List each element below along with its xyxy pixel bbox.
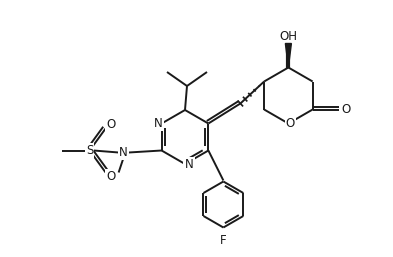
Text: S: S	[86, 144, 93, 157]
Text: OH: OH	[279, 30, 298, 43]
Text: N: N	[185, 159, 193, 171]
Text: O: O	[106, 118, 115, 131]
Text: N: N	[119, 146, 128, 159]
Text: O: O	[286, 117, 295, 130]
Polygon shape	[285, 43, 291, 68]
Text: N: N	[154, 117, 163, 130]
Text: O: O	[106, 170, 115, 183]
Text: F: F	[220, 234, 227, 246]
Text: O: O	[341, 103, 350, 116]
